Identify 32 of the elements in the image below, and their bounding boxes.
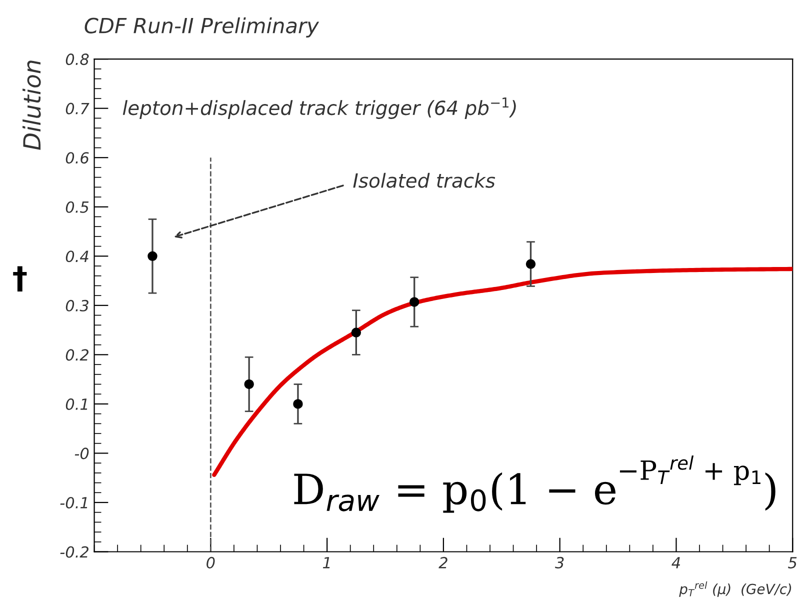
y-tick-label: 0.8 bbox=[66, 54, 89, 66]
y-tick-label: 0.2 bbox=[66, 349, 88, 361]
y-tick-label: 0.6 bbox=[66, 152, 89, 164]
y-tick-label: -0.1 bbox=[60, 496, 88, 509]
y-axis-title: Dilution bbox=[22, 60, 41, 150]
chart-title: CDF Run-II Preliminary bbox=[84, 17, 320, 38]
y-tick-label: 0.4 bbox=[66, 250, 88, 262]
y-tick-label: -0 bbox=[74, 448, 89, 460]
x-tick-label: 0 bbox=[206, 556, 215, 568]
x-axis-title: p$_{T}$$^{rel}$ (μ) (GeV/c) bbox=[679, 581, 792, 597]
x-tick-label: 4 bbox=[672, 557, 680, 568]
point bbox=[244, 379, 254, 390]
y-tick-label: 0.1 bbox=[66, 398, 88, 410]
annotation: −P$_{T}$$^{rel}$ + p$_{1}$ bbox=[620, 456, 760, 486]
annotation: Isolated tracks bbox=[353, 172, 496, 188]
x-tick-label: 1 bbox=[322, 557, 330, 568]
y-tick-label: -0.2 bbox=[60, 546, 88, 558]
x-tick-label: 5 bbox=[788, 557, 797, 568]
annotation: D$_{raw}$ = p$_{0}$(1 − e bbox=[294, 472, 616, 513]
x-tick-label: 3 bbox=[555, 556, 564, 568]
point bbox=[526, 259, 536, 269]
point bbox=[351, 328, 362, 338]
annotation: ) bbox=[765, 472, 776, 511]
point bbox=[409, 297, 420, 307]
annotation: lepton+displaced track trigger (64 pb$^{−1}$) bbox=[122, 98, 516, 119]
point bbox=[293, 399, 303, 409]
point bbox=[148, 251, 158, 262]
y-tick-label: 0.7 bbox=[66, 102, 90, 114]
text: † bbox=[13, 266, 27, 292]
y-tick-label: 0.3 bbox=[66, 300, 88, 312]
x-tick-label: 2 bbox=[438, 556, 448, 568]
y-tick-label: 0.5 bbox=[66, 201, 89, 213]
